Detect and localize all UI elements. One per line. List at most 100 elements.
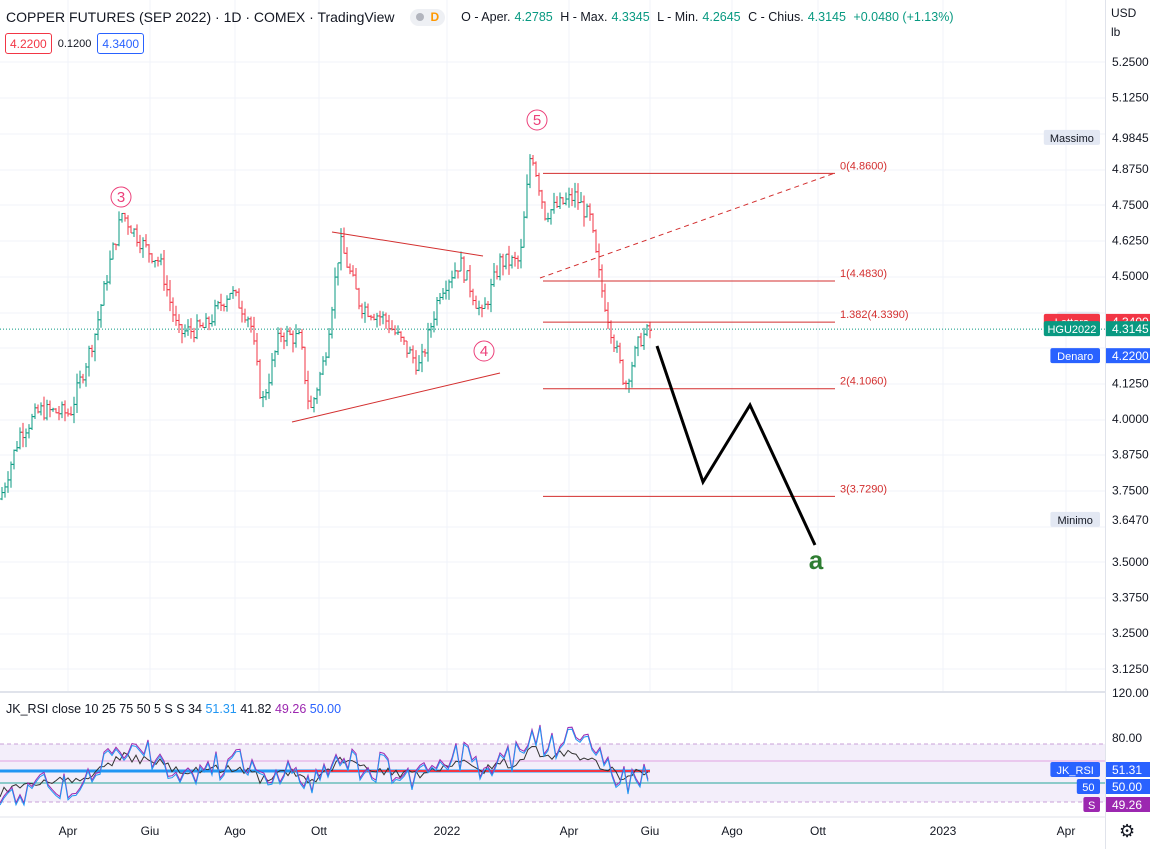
price-bar (261, 391, 265, 408)
price-bar (507, 245, 511, 275)
price-bar (606, 302, 610, 330)
price-bar (327, 328, 331, 359)
price-bar (450, 270, 454, 289)
chart-canvas[interactable]: 0(4.8600) 1(4.4830) 1.382(4.3390) 2(4.1060)… (0, 0, 1105, 849)
price-bar (486, 301, 490, 310)
price-bar (459, 251, 463, 272)
price-bars (0, 154, 652, 501)
rsi-legend[interactable]: JK_RSI close 10 25 75 50 5 S S 34 51.31 … (6, 702, 341, 716)
price-bar (294, 324, 298, 348)
price-bar (525, 174, 529, 219)
price-bar (330, 306, 334, 339)
price-bar (186, 319, 190, 336)
price-bar (333, 267, 337, 319)
price-bar (201, 322, 205, 329)
rsi-title: JK_RSI close 10 25 75 50 5 S S 34 (6, 702, 202, 716)
price-bar (75, 373, 79, 414)
symbol-title[interactable]: COPPER FUTURES (SEP 2022) · 1D · COMEX ·… (6, 9, 395, 25)
price-bar (375, 312, 379, 328)
price-bar (462, 256, 466, 283)
wave-label-a: a (809, 545, 824, 575)
currency-label[interactable]: USD (1111, 6, 1137, 20)
rsi-value-2: 41.82 (240, 702, 272, 716)
fib-level-label: 2(4.1060) (840, 376, 887, 388)
price-bar (639, 332, 643, 347)
pane-divider[interactable] (0, 691, 1105, 693)
price-bar (81, 373, 85, 384)
price-scale[interactable] (1105, 0, 1163, 849)
price-bar (135, 224, 139, 247)
price-bar (546, 212, 550, 223)
fib-trend-line (539, 172, 836, 279)
price-bar (3, 482, 7, 498)
price-bar (39, 402, 43, 416)
price-bar (273, 350, 277, 368)
price-bar (489, 278, 493, 313)
gear-icon[interactable]: ⚙ (1119, 821, 1136, 841)
unit-label[interactable]: lb (1111, 25, 1121, 39)
price-bar (15, 440, 19, 452)
price-bar (279, 327, 283, 343)
rsi-line-purple (0, 724, 649, 805)
price-bar (636, 336, 640, 357)
price-bar (396, 325, 400, 335)
price-bar (447, 279, 451, 300)
price-bar (345, 247, 349, 268)
price-bar (429, 322, 433, 338)
rsi-band (0, 744, 1105, 802)
flag-letter: D (430, 10, 440, 24)
price-bar (348, 263, 352, 275)
price-bar (240, 300, 244, 323)
price-bar (336, 262, 340, 286)
price-bar (441, 288, 445, 300)
price-bar (585, 203, 589, 218)
price-bar (48, 400, 52, 418)
price-bar (102, 281, 106, 306)
circle-icon (416, 13, 425, 21)
price-bar (219, 293, 223, 311)
price-bar (399, 331, 403, 342)
price-bar (519, 238, 523, 269)
price-bar (174, 305, 178, 326)
price-bar (222, 303, 226, 312)
price-bar (78, 370, 82, 389)
price-bar (648, 321, 652, 339)
flag-badge[interactable]: D (410, 8, 446, 26)
price-bar (57, 405, 61, 421)
price-bar (387, 314, 391, 334)
price-bar (231, 286, 235, 299)
price-bar (435, 297, 439, 326)
price-bar (339, 228, 343, 271)
wave-label: 3 (110, 186, 132, 208)
price-bar (93, 333, 97, 362)
price-bar (624, 380, 628, 390)
price-bar (42, 396, 46, 421)
price-bar (360, 303, 364, 319)
price-bar (321, 356, 325, 375)
price-bar (303, 346, 307, 385)
price-bar (582, 195, 586, 227)
price-bar (237, 288, 241, 309)
price-bar (126, 215, 130, 235)
price-bar (156, 256, 160, 267)
price-bar (324, 352, 328, 366)
price-bar (531, 154, 535, 166)
price-bar (9, 461, 13, 488)
price-bar (159, 253, 163, 266)
wave-label-text: 3 (117, 189, 125, 206)
price-bar (516, 255, 520, 269)
price-bar (498, 253, 502, 281)
price-bar (276, 327, 280, 356)
fib-retracement: 0(4.8600) 1(4.4830) 1.382(4.3390) 2(4.1060)… (543, 160, 909, 497)
price-bar (165, 275, 169, 297)
price-bar (225, 295, 229, 312)
buy-price-button[interactable]: 4.3400 (97, 33, 145, 54)
price-bar (363, 301, 367, 323)
price-bar (615, 340, 619, 353)
fib-level-label: 3(3.7290) (840, 483, 887, 495)
price-bar (609, 320, 613, 344)
price-bar (513, 251, 517, 267)
price-bar (60, 401, 64, 419)
sell-price-button[interactable]: 4.2200 (5, 33, 52, 54)
